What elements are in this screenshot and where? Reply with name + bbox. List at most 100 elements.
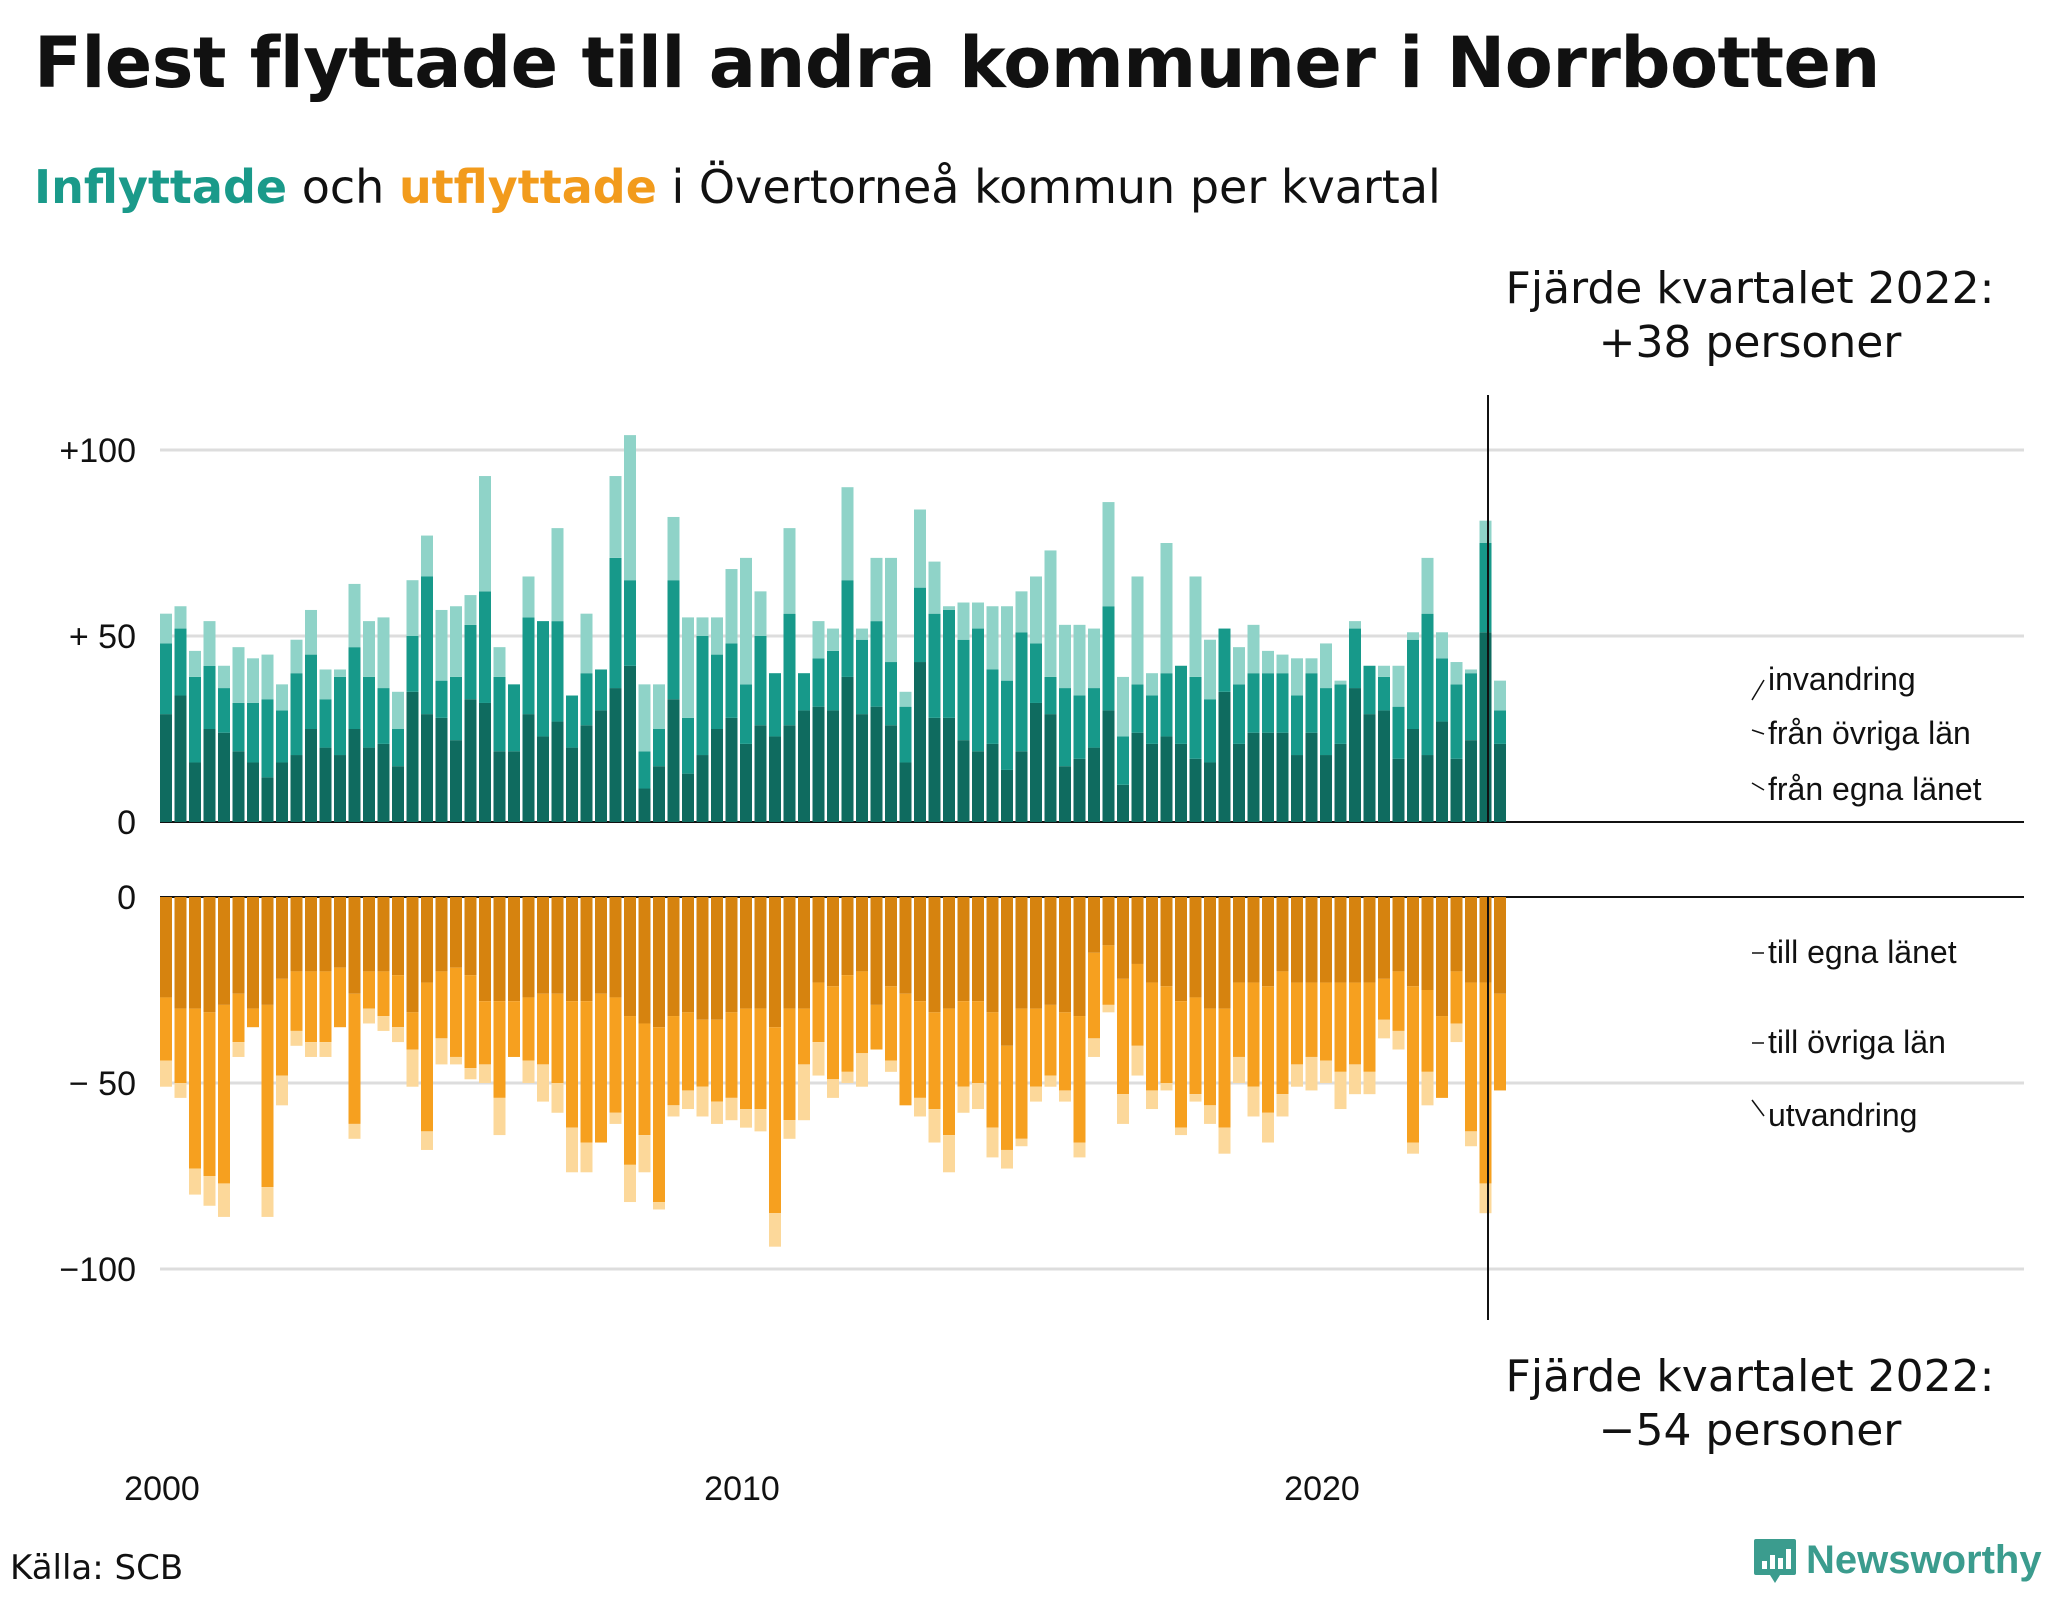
- bar-segment-out: [435, 971, 448, 1039]
- bar-segment-in: [972, 751, 984, 822]
- bar-segment-out: [624, 897, 636, 1017]
- bar-segment-in: [290, 639, 303, 674]
- bar-segment-in: [1030, 576, 1042, 644]
- bar-segment-out: [986, 1127, 999, 1158]
- bar-segment-out: [363, 897, 375, 972]
- bar-segment-out: [566, 1127, 578, 1173]
- bar-segment-in: [928, 613, 941, 718]
- bar-segment-in: [508, 751, 520, 822]
- brand[interactable]: Newsworthy: [1752, 1535, 2042, 1585]
- subtitle-inflyttade: Inflyttade: [34, 160, 288, 214]
- bar-segment-out: [363, 1008, 375, 1024]
- bar-segment-in: [580, 725, 593, 822]
- bar-segment-in: [1436, 721, 1448, 822]
- bar-segment-out: [290, 897, 303, 972]
- bar-segment-in: [1349, 628, 1361, 689]
- bar-segment-out: [1334, 982, 1347, 1072]
- bar-segment-out: [276, 1075, 288, 1106]
- bar-segment-out: [1494, 993, 1506, 1091]
- bar-segment-in: [1305, 673, 1318, 733]
- bar-segment-out: [638, 1135, 651, 1173]
- bar-segment-out: [392, 1027, 404, 1043]
- bar-segment-out: [319, 897, 332, 972]
- bar-segment-out: [1030, 1086, 1042, 1102]
- bar-segment-in: [1320, 755, 1332, 822]
- bar-segment-out: [1450, 971, 1463, 1024]
- bar-segment-in: [972, 628, 984, 752]
- bar-segment-in: [856, 628, 868, 640]
- bar-segment-in: [1479, 632, 1492, 822]
- bar-segment-out: [1291, 982, 1303, 1065]
- bar-segment-in: [899, 691, 912, 707]
- bar-segment-out: [972, 1083, 984, 1110]
- bar-segment-out: [160, 897, 172, 998]
- bar-segment-out: [189, 897, 201, 1009]
- bar-segment-in: [609, 688, 622, 822]
- bar-segment-in: [682, 717, 694, 774]
- bar-segment-out: [725, 1097, 738, 1121]
- bar-segment-out: [827, 1079, 839, 1098]
- bar-segment-out: [276, 897, 288, 979]
- bar-segment-out: [769, 897, 781, 1028]
- bar-segment-out: [522, 897, 535, 998]
- bar-segment-out: [769, 1213, 781, 1247]
- bar-segment-in: [943, 609, 955, 718]
- x-tick-label: 2020: [1284, 1470, 1360, 1508]
- bar-segment-out: [653, 1202, 665, 1210]
- bar-segment-out: [798, 1008, 810, 1065]
- bar-segment-out: [363, 971, 375, 1009]
- bar-segment-out: [1146, 897, 1158, 983]
- bar-segment-out: [667, 1105, 680, 1117]
- segment-label-leader: [1751, 1099, 1765, 1117]
- bar-segment-in: [1189, 676, 1202, 759]
- bar-segment-in: [1392, 706, 1405, 759]
- bar-segment-out: [595, 897, 607, 994]
- bar-segment-in: [479, 476, 491, 592]
- bar-segment-in: [1363, 665, 1376, 715]
- bar-segment-out: [247, 1008, 259, 1028]
- bar-segment-out: [899, 897, 912, 994]
- bar-segment-in: [595, 669, 607, 711]
- bar-segment-out: [1378, 897, 1390, 979]
- bar-segment-in: [421, 535, 433, 577]
- bar-segment-out: [1262, 1112, 1274, 1143]
- bar-segment-in: [290, 755, 303, 822]
- bar-segment-in: [870, 621, 883, 707]
- bar-segment-in: [1407, 639, 1419, 729]
- bar-segment-out: [377, 971, 390, 1017]
- bar-segment-out: [1479, 982, 1492, 1184]
- bar-segment-out: [783, 1120, 796, 1139]
- bar-segment-out: [1349, 982, 1361, 1065]
- bar-segment-in: [1044, 714, 1057, 822]
- segment-label: utvandring: [1768, 1097, 1917, 1133]
- bar-segment-in: [580, 673, 593, 726]
- bar-segment-in: [261, 699, 274, 778]
- bar-segment-in: [261, 654, 274, 700]
- bar-segment-out: [1334, 897, 1347, 983]
- bar-segment-out: [1189, 897, 1202, 998]
- bar-segment-in: [464, 595, 477, 625]
- bar-segment-in: [885, 557, 897, 663]
- segment-label-leader: [1751, 729, 1765, 735]
- bar-segment-in: [174, 695, 187, 822]
- bar-segment-in: [305, 609, 317, 655]
- bar-segment-out: [1479, 897, 1492, 983]
- bar-segment-out: [522, 1060, 535, 1083]
- bar-segment-in: [943, 606, 955, 610]
- bar-segment-in: [522, 714, 535, 822]
- bar-segment-out: [435, 1038, 448, 1065]
- bar-segment-in: [653, 684, 665, 729]
- bar-segment-in: [319, 699, 332, 748]
- bar-segment-out: [957, 897, 970, 1002]
- bar-segment-out: [392, 975, 404, 1028]
- bar-segment-in: [1262, 673, 1274, 733]
- bar-segment-out: [1291, 897, 1303, 983]
- bar-segment-in: [392, 766, 404, 822]
- bar-segment-out: [609, 997, 622, 1113]
- bar-segment-in: [783, 528, 796, 614]
- top-y-tick-label: + 50: [69, 618, 136, 656]
- bar-segment-out: [740, 897, 752, 1009]
- bar-segment-out: [841, 975, 854, 1072]
- bar-segment-out: [1073, 1016, 1086, 1143]
- bar-segment-out: [1349, 897, 1361, 983]
